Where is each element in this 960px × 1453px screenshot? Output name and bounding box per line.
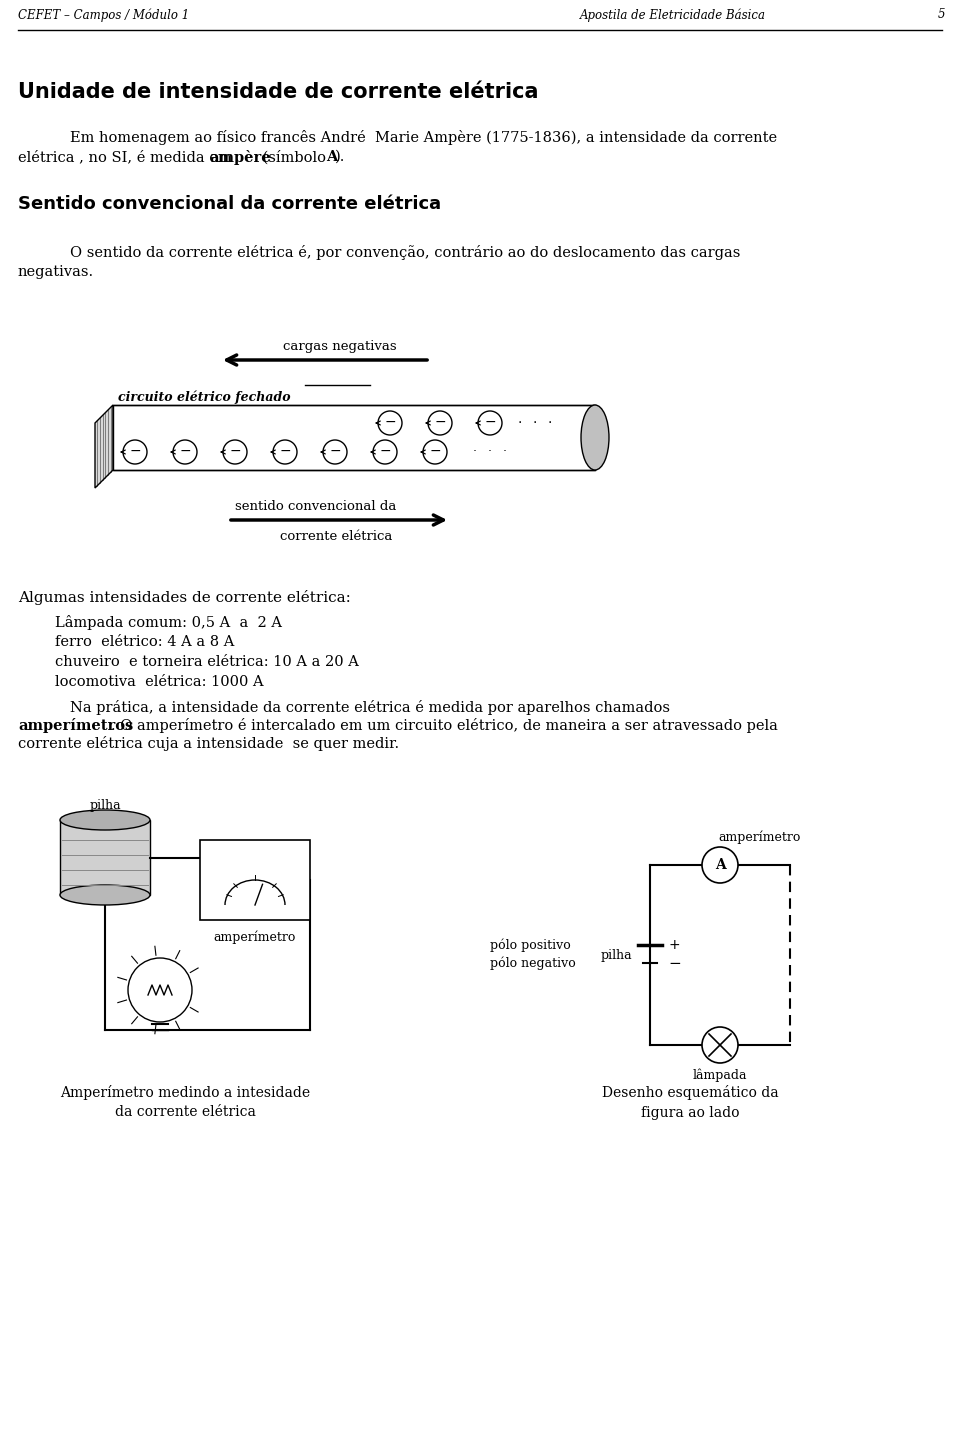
Text: −: − — [229, 445, 241, 458]
Circle shape — [273, 440, 297, 464]
Circle shape — [128, 958, 192, 1021]
Bar — [200, 840, 310, 920]
Text: ampère: ampère — [209, 150, 271, 166]
Text: −: − — [130, 445, 141, 458]
Text: Unidade de intensidade de corrente elétrica: Unidade de intensidade de corrente elétr… — [18, 81, 539, 102]
Text: . O amperímetro é intercalado em um circuito elétrico, de maneira a ser atravess: . O amperímetro é intercalado em um circ… — [111, 718, 778, 732]
Text: −: − — [668, 956, 681, 971]
Text: ·: · — [503, 446, 507, 459]
Text: Apostila de Eletricidade Básica: Apostila de Eletricidade Básica — [580, 9, 766, 22]
Text: −: − — [384, 416, 396, 429]
Polygon shape — [95, 405, 113, 488]
Text: ·: · — [517, 416, 522, 430]
Text: −: − — [279, 445, 291, 458]
Text: Algumas intensidades de corrente elétrica:: Algumas intensidades de corrente elétric… — [18, 590, 350, 604]
Text: pilha: pilha — [89, 799, 121, 812]
Text: −: − — [429, 445, 441, 458]
Text: ferro  elétrico: 4 A a 8 A: ferro elétrico: 4 A a 8 A — [55, 635, 234, 649]
Text: amperímetro: amperímetro — [719, 830, 802, 844]
Text: corrente elétrica: corrente elétrica — [280, 530, 393, 543]
Bar — [113, 405, 595, 469]
Text: −: − — [379, 445, 391, 458]
Text: sentido convencional da: sentido convencional da — [235, 500, 396, 513]
Text: A: A — [326, 150, 337, 164]
Text: amperímetro: amperímetro — [214, 930, 297, 943]
Text: Sentido convencional da corrente elétrica: Sentido convencional da corrente elétric… — [18, 195, 442, 214]
Text: elétrica , no SI, é medida em: elétrica , no SI, é medida em — [18, 150, 236, 164]
Text: −: − — [329, 445, 341, 458]
Text: Lâmpada comum: 0,5 A  a  2 A: Lâmpada comum: 0,5 A a 2 A — [55, 615, 282, 631]
Circle shape — [702, 847, 738, 883]
Text: (símbolo: (símbolo — [258, 150, 330, 164]
Text: chuveiro  e torneira elétrica: 10 A a 20 A: chuveiro e torneira elétrica: 10 A a 20 … — [55, 655, 359, 668]
Text: pilha: pilha — [600, 949, 632, 962]
Ellipse shape — [60, 809, 150, 830]
Circle shape — [373, 440, 397, 464]
Circle shape — [428, 411, 452, 434]
Circle shape — [702, 1027, 738, 1064]
Text: O sentido da corrente elétrica é, por convenção, contrário ao do deslocamento da: O sentido da corrente elétrica é, por co… — [70, 246, 740, 260]
Text: pólo positivo: pólo positivo — [490, 939, 571, 952]
Ellipse shape — [581, 405, 609, 469]
Text: ·: · — [488, 446, 492, 459]
Circle shape — [478, 411, 502, 434]
Circle shape — [423, 440, 447, 464]
Text: corrente elétrica cuja a intensidade  se quer medir.: corrente elétrica cuja a intensidade se … — [18, 737, 399, 751]
Circle shape — [378, 411, 402, 434]
Text: Em homenagem ao físico francês André  Marie Ampère (1775-1836), a intensidade da: Em homenagem ao físico francês André Mar… — [70, 129, 778, 145]
Text: −: − — [484, 416, 495, 429]
Text: Na prática, a intensidade da corrente elétrica é medida por aparelhos chamados: Na prática, a intensidade da corrente el… — [70, 700, 670, 715]
Text: amperímetros: amperímetros — [18, 718, 133, 732]
Circle shape — [173, 440, 197, 464]
Text: locomotiva  elétrica: 1000 A: locomotiva elétrica: 1000 A — [55, 676, 264, 689]
Circle shape — [323, 440, 347, 464]
Text: A: A — [714, 859, 726, 872]
Text: ).: ). — [335, 150, 346, 164]
Circle shape — [223, 440, 247, 464]
Text: ·: · — [548, 416, 552, 430]
Text: CEFET – Campos / Módulo 1: CEFET – Campos / Módulo 1 — [18, 9, 189, 22]
Text: −: − — [180, 445, 191, 458]
Text: lâmpada: lâmpada — [693, 1069, 747, 1082]
Text: +: + — [668, 939, 680, 952]
Text: 5: 5 — [938, 9, 945, 20]
Text: pólo negativo: pólo negativo — [490, 956, 576, 969]
Text: ·: · — [473, 446, 477, 459]
Ellipse shape — [60, 885, 150, 905]
Text: negativas.: negativas. — [18, 264, 94, 279]
Text: ·: · — [533, 416, 538, 430]
Circle shape — [123, 440, 147, 464]
Text: Amperímetro medindo a intesidade
da corrente elétrica: Amperímetro medindo a intesidade da corr… — [60, 1085, 310, 1119]
Bar — [60, 819, 150, 895]
Text: Desenho esquemático da
figura ao lado: Desenho esquemático da figura ao lado — [602, 1085, 779, 1119]
Text: cargas negativas: cargas negativas — [283, 340, 396, 353]
Text: circuito elétrico fechado: circuito elétrico fechado — [118, 389, 291, 404]
Text: −: − — [434, 416, 445, 429]
